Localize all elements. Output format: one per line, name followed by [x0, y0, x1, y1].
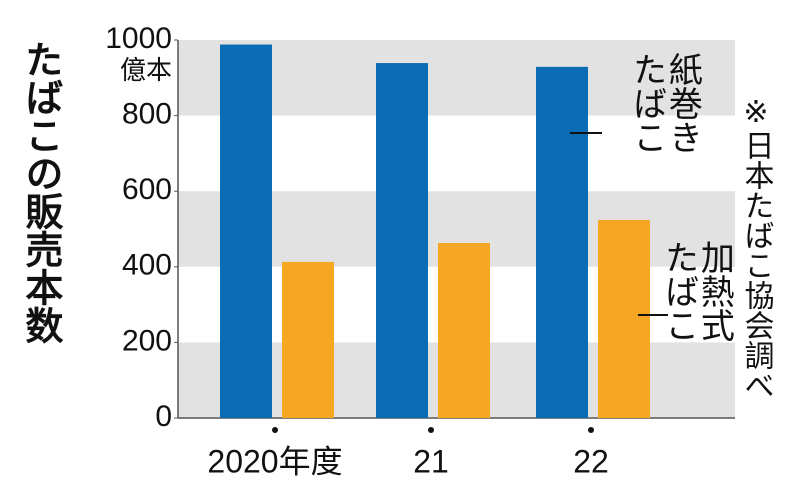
bar	[376, 63, 428, 419]
source-note: ※日本たばこ協会調べ	[738, 95, 774, 400]
tick-dot	[272, 427, 278, 433]
bar	[220, 44, 272, 418]
y-tick-label: 1000	[105, 22, 172, 55]
tick-dot	[428, 427, 434, 433]
x-tick-label: 22	[573, 443, 609, 479]
y-tick-label: 0	[155, 400, 172, 433]
bar	[536, 66, 588, 418]
y-tick-label: 400	[122, 249, 172, 282]
legend-label: 紙巻きたばこ	[626, 52, 703, 154]
y-tick-label: 200	[122, 324, 172, 357]
x-tick-label: 21	[413, 443, 449, 479]
bar	[438, 242, 490, 418]
bar	[598, 219, 650, 418]
y-tick-label: 800	[122, 98, 172, 131]
tick-dot	[588, 427, 594, 433]
x-tick-label: 2020年度	[207, 443, 342, 479]
y-tick-label: 600	[122, 173, 172, 206]
bar	[282, 261, 334, 418]
chart-title: たばこの販売本数	[18, 40, 63, 344]
y-unit: 億本	[120, 55, 172, 85]
legend-label: 加熱式たばこ	[658, 240, 735, 342]
